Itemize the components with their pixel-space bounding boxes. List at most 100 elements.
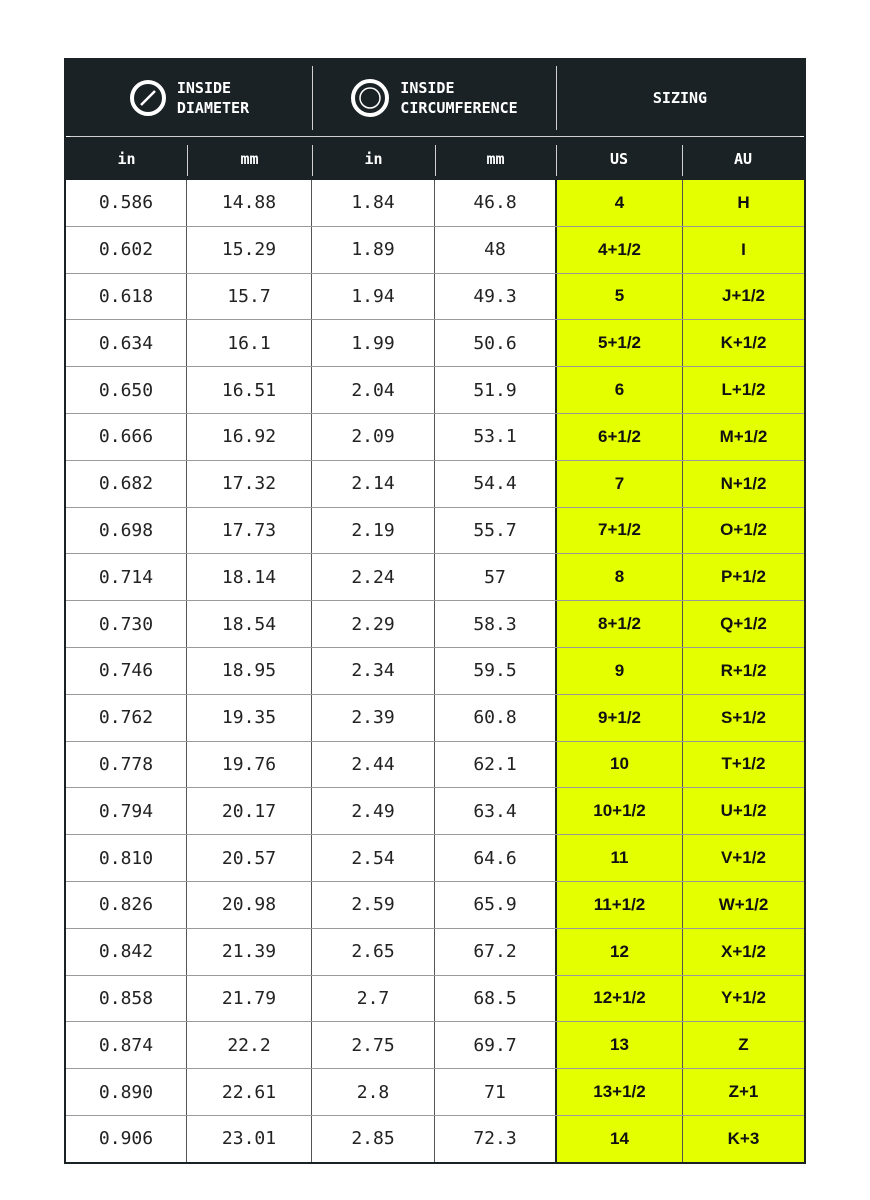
- cell-circumference-mm: 48: [434, 226, 555, 273]
- table-row: 0.874 22.2 2.75 69.7 13 Z: [66, 1021, 804, 1069]
- cell-us-size: 4+1/2: [555, 226, 682, 273]
- cell-us-size: 5+1/2: [555, 320, 682, 367]
- cell-diameter-in: 0.858: [98, 987, 154, 1009]
- table-row: 0.650 16.51 2.04 51.9 6 L+1/2: [66, 366, 804, 413]
- cell-circumference-in: 2.19: [311, 507, 434, 554]
- cell-circumference-in: 2.49: [311, 788, 434, 835]
- table-row: 0.602 15.29 1.89 48 4+1/2 I: [66, 225, 804, 273]
- cell-diameter-mm: 16.51: [186, 367, 311, 413]
- table-row: 0.634 16.1 1.99 50.6 5+1/2 K+1/2: [66, 319, 804, 367]
- cell-us-size: 6+1/2: [555, 413, 682, 460]
- inside-diameter-header: INSIDE DIAMETER: [66, 60, 312, 136]
- col-header-circumference-mm: mm: [435, 137, 556, 180]
- cell-diameter-in: 0.746: [98, 660, 154, 682]
- cell-diameter-in: 0.890: [98, 1081, 154, 1103]
- cell-diameter-mm: 18.14: [186, 554, 311, 601]
- col-header-us: US: [556, 137, 682, 180]
- cell-diameter-in: 0.586: [98, 192, 154, 214]
- cell-circumference-in: 2.34: [311, 647, 434, 694]
- cell-circumference-mm: 62.1: [434, 741, 555, 788]
- cell-au-size: I: [681, 226, 804, 273]
- cell-au-size: W+1/2: [681, 881, 804, 928]
- cell-diameter-in: 0.874: [98, 1034, 154, 1056]
- cell-circumference-mm: 53.1: [434, 413, 555, 460]
- cell-circumference-in: 1.94: [311, 273, 434, 320]
- table-row: 0.682 17.32 2.14 54.4 7 N+1/2: [66, 459, 804, 507]
- cell-us-size: 10: [555, 741, 682, 788]
- cell-au-size: K+1/2: [681, 320, 804, 367]
- cell-au-size: Q+1/2: [681, 601, 804, 647]
- cell-circumference-mm: 57: [434, 554, 555, 601]
- cell-diameter-in: 0.794: [98, 800, 154, 822]
- cell-diameter-mm: 20.17: [186, 788, 311, 835]
- header-line: INSIDE: [400, 79, 455, 97]
- cell-diameter-mm: 20.98: [186, 881, 311, 928]
- cell-diameter-mm: 22.61: [186, 1069, 311, 1115]
- cell-au-size: J+1/2: [681, 273, 804, 320]
- cell-au-size: X+1/2: [681, 928, 804, 975]
- cell-circumference-mm: 51.9: [434, 367, 555, 413]
- ring-size-chart: INSIDE DIAMETER INSIDE CIRCUMFERENCE SIZIN…: [64, 58, 806, 1164]
- cell-au-size: N+1/2: [681, 460, 804, 507]
- cell-diameter-mm: 15.7: [186, 273, 311, 320]
- cell-circumference-mm: 64.6: [434, 835, 555, 881]
- table-row: 0.730 18.54 2.29 58.3 8+1/2 Q+1/2: [66, 600, 804, 647]
- cell-au-size: Z+1: [681, 1069, 804, 1115]
- sizing-label: SIZING: [652, 89, 708, 107]
- cell-circumference-in: 2.04: [311, 367, 434, 413]
- cell-diameter-mm: 17.73: [186, 507, 311, 554]
- cell-au-size: Y+1/2: [681, 975, 804, 1022]
- cell-us-size: 5: [555, 273, 682, 320]
- cell-circumference-mm: 65.9: [434, 881, 555, 928]
- diameter-icon: [129, 80, 166, 116]
- cell-us-size: 8: [555, 554, 682, 601]
- cell-circumference-in: 2.59: [311, 881, 434, 928]
- cell-us-size: 4: [555, 180, 682, 226]
- cell-diameter-in: 0.762: [98, 707, 154, 729]
- cell-us-size: 13: [555, 1022, 682, 1069]
- cell-circumference-in: 2.29: [311, 601, 434, 647]
- cell-us-size: 9+1/2: [555, 694, 682, 741]
- cell-au-size: P+1/2: [681, 554, 804, 601]
- cell-au-size: U+1/2: [681, 788, 804, 835]
- table-row: 0.586 14.88 1.84 46.8 4 H: [66, 180, 804, 226]
- table-row: 0.778 19.76 2.44 62.1 10 T+1/2: [66, 740, 804, 788]
- cell-circumference-mm: 72.3: [434, 1115, 555, 1162]
- cell-circumference-mm: 63.4: [434, 788, 555, 835]
- table-row: 0.746 18.95 2.34 59.5 9 R+1/2: [66, 646, 804, 694]
- cell-diameter-mm: 15.29: [186, 226, 311, 273]
- cell-circumference-in: 2.7: [311, 975, 434, 1022]
- cell-diameter-mm: 17.32: [186, 460, 311, 507]
- cell-diameter-mm: 19.35: [186, 694, 311, 741]
- table-row: 0.666 16.92 2.09 53.1 6+1/2 M+1/2: [66, 412, 804, 460]
- cell-au-size: M+1/2: [681, 413, 804, 460]
- header-line: DIAMETER: [176, 99, 250, 117]
- cell-circumference-mm: 71: [434, 1069, 555, 1115]
- cell-diameter-in: 0.810: [98, 847, 154, 869]
- cell-circumference-in: 2.54: [311, 835, 434, 881]
- cell-au-size: O+1/2: [681, 507, 804, 554]
- col-header-diameter-in: in: [117, 149, 136, 168]
- cell-us-size: 13+1/2: [555, 1069, 682, 1115]
- cell-au-size: H: [681, 180, 804, 226]
- table-row: 0.762 19.35 2.39 60.8 9+1/2 S+1/2: [66, 693, 804, 741]
- table-row: 0.858 21.79 2.7 68.5 12+1/2 Y+1/2: [66, 974, 804, 1022]
- cell-circumference-in: 2.09: [311, 413, 434, 460]
- cell-circumference-in: 2.75: [311, 1022, 434, 1069]
- cell-diameter-in: 0.602: [98, 239, 154, 261]
- table-row: 0.842 21.39 2.65 67.2 12 X+1/2: [66, 927, 804, 975]
- circumference-icon: [351, 79, 390, 117]
- cell-diameter-in: 0.650: [98, 379, 154, 401]
- cell-circumference-in: 2.8: [311, 1069, 434, 1115]
- table-row: 0.618 15.7 1.94 49.3 5 J+1/2: [66, 272, 804, 320]
- cell-circumference-mm: 59.5: [434, 647, 555, 694]
- cell-circumference-mm: 67.2: [434, 928, 555, 975]
- cell-diameter-mm: 18.54: [186, 601, 311, 647]
- cell-diameter-in: 0.714: [98, 566, 154, 588]
- cell-circumference-in: 2.44: [311, 741, 434, 788]
- cell-diameter-mm: 21.39: [186, 928, 311, 975]
- col-header-circumference-in: in: [312, 137, 435, 180]
- cell-circumference-mm: 50.6: [434, 320, 555, 367]
- cell-diameter-in: 0.634: [98, 332, 154, 354]
- cell-circumference-in: 1.84: [311, 180, 434, 226]
